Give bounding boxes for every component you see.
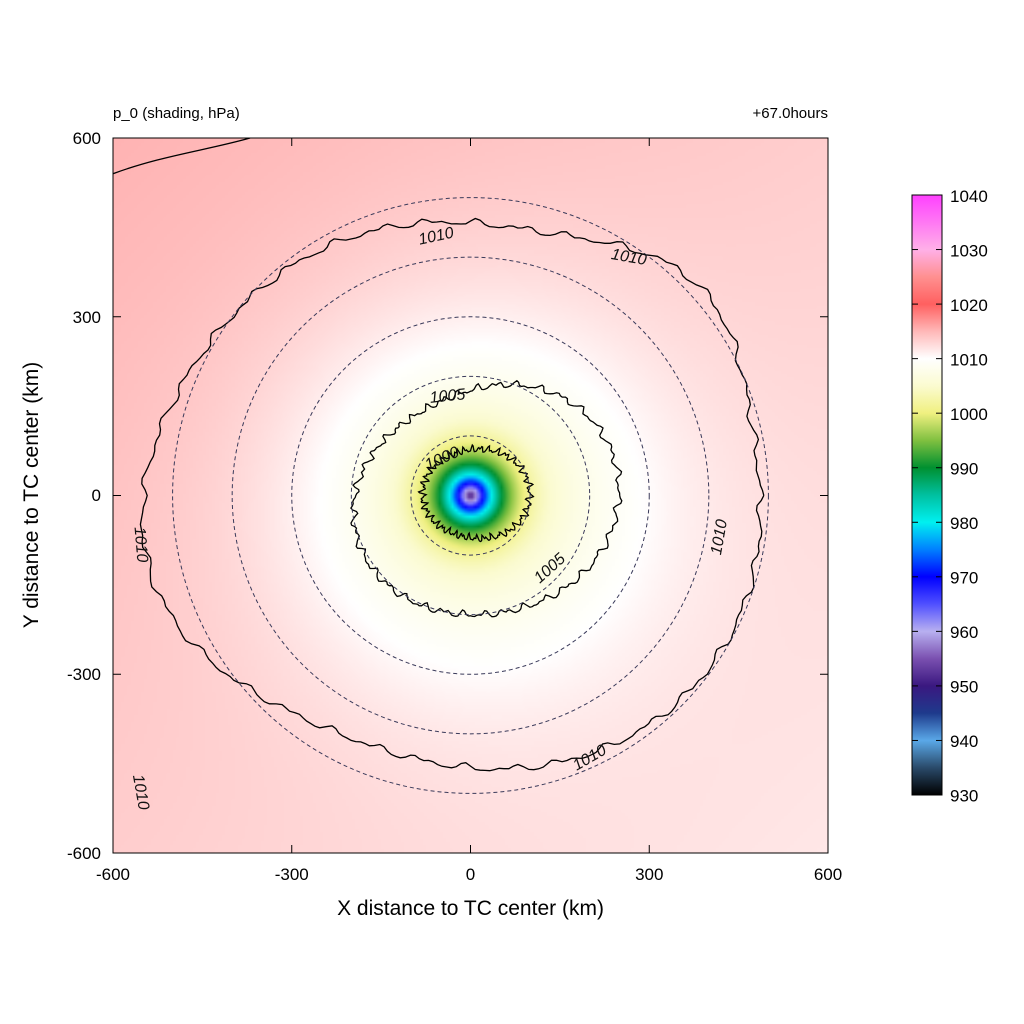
y-tick-labels: 600 300 0 -300 -600 — [67, 129, 101, 863]
colorbar-tick-label: 930 — [950, 787, 978, 806]
range-circles — [172, 197, 769, 794]
contour-1010 — [139, 217, 765, 772]
contour-label-1010-topright: 1010 — [610, 246, 648, 269]
colorbar-ticks — [912, 194, 942, 796]
x-tick-label: -600 — [96, 865, 130, 884]
colorbar-tick-labels: 1040 1030 1020 1010 1000 990 980 970 960… — [950, 187, 988, 806]
plot-area: 1010 1010 1010 1010 1010 1010 1005 1005 … — [112, 137, 829, 854]
colorbar-gradient — [911, 194, 943, 796]
range-circle-300km — [291, 316, 650, 675]
y-tick-label: -600 — [67, 844, 101, 863]
x-tick-label: 0 — [466, 865, 475, 884]
colorbar-tick-label: 950 — [950, 678, 978, 697]
y-tick-label: 0 — [92, 486, 101, 505]
colorbar-tick-label: 1010 — [950, 351, 988, 370]
colorbar-tick-label: 1020 — [950, 296, 988, 315]
colorbar-tick-label: 970 — [950, 569, 978, 588]
range-circle-100km — [410, 435, 531, 556]
colorbar: 1040 1030 1020 1010 1000 990 980 970 960… — [911, 187, 988, 806]
contour-1000 — [417, 443, 535, 543]
contour-1005 — [350, 379, 623, 618]
range-circle-500km — [172, 197, 769, 794]
colorbar-tick-label: 960 — [950, 623, 978, 642]
contour-label-1005-top: 1005 — [429, 386, 466, 407]
x-tick-label: -300 — [275, 865, 309, 884]
colorbar-tick-label: 990 — [950, 460, 978, 479]
chart-title-right: +67.0hours — [753, 105, 828, 122]
axis-ticks — [112, 137, 829, 854]
colorbar-tick-label: 1040 — [950, 187, 988, 206]
y-tick-label: 300 — [73, 308, 101, 327]
contour-labels: 1010 1010 1010 1010 1010 1010 1005 1005 … — [129, 225, 731, 812]
pressure-shading — [113, 138, 828, 853]
x-tick-label: 600 — [814, 865, 842, 884]
x-tick-labels: -600 -300 0 300 600 — [96, 865, 842, 884]
y-axis-label: Y distance to TC center (km) — [20, 362, 43, 629]
contour-label-1010-right: 1010 — [708, 518, 731, 556]
range-circle-200km — [350, 375, 591, 616]
colorbar-tick-label: 980 — [950, 514, 978, 533]
contour-label-1010-bottomleft: 1010 — [129, 773, 152, 811]
x-tick-label: 300 — [635, 865, 663, 884]
x-axis-label: X distance to TC center (km) — [337, 897, 604, 920]
contour-1015-corner — [113, 138, 251, 175]
range-circle-400km — [231, 256, 710, 735]
colorbar-tick-label: 940 — [950, 732, 978, 751]
y-tick-label: 600 — [73, 129, 101, 148]
contour-lines — [113, 138, 765, 772]
colorbar-tick-label: 1000 — [950, 405, 988, 424]
contour-label-1010-left: 1010 — [130, 526, 150, 563]
y-tick-label: -300 — [67, 665, 101, 684]
chart-title-left: p_0 (shading, hPa) — [113, 105, 240, 122]
colorbar-tick-label: 1030 — [950, 242, 988, 261]
